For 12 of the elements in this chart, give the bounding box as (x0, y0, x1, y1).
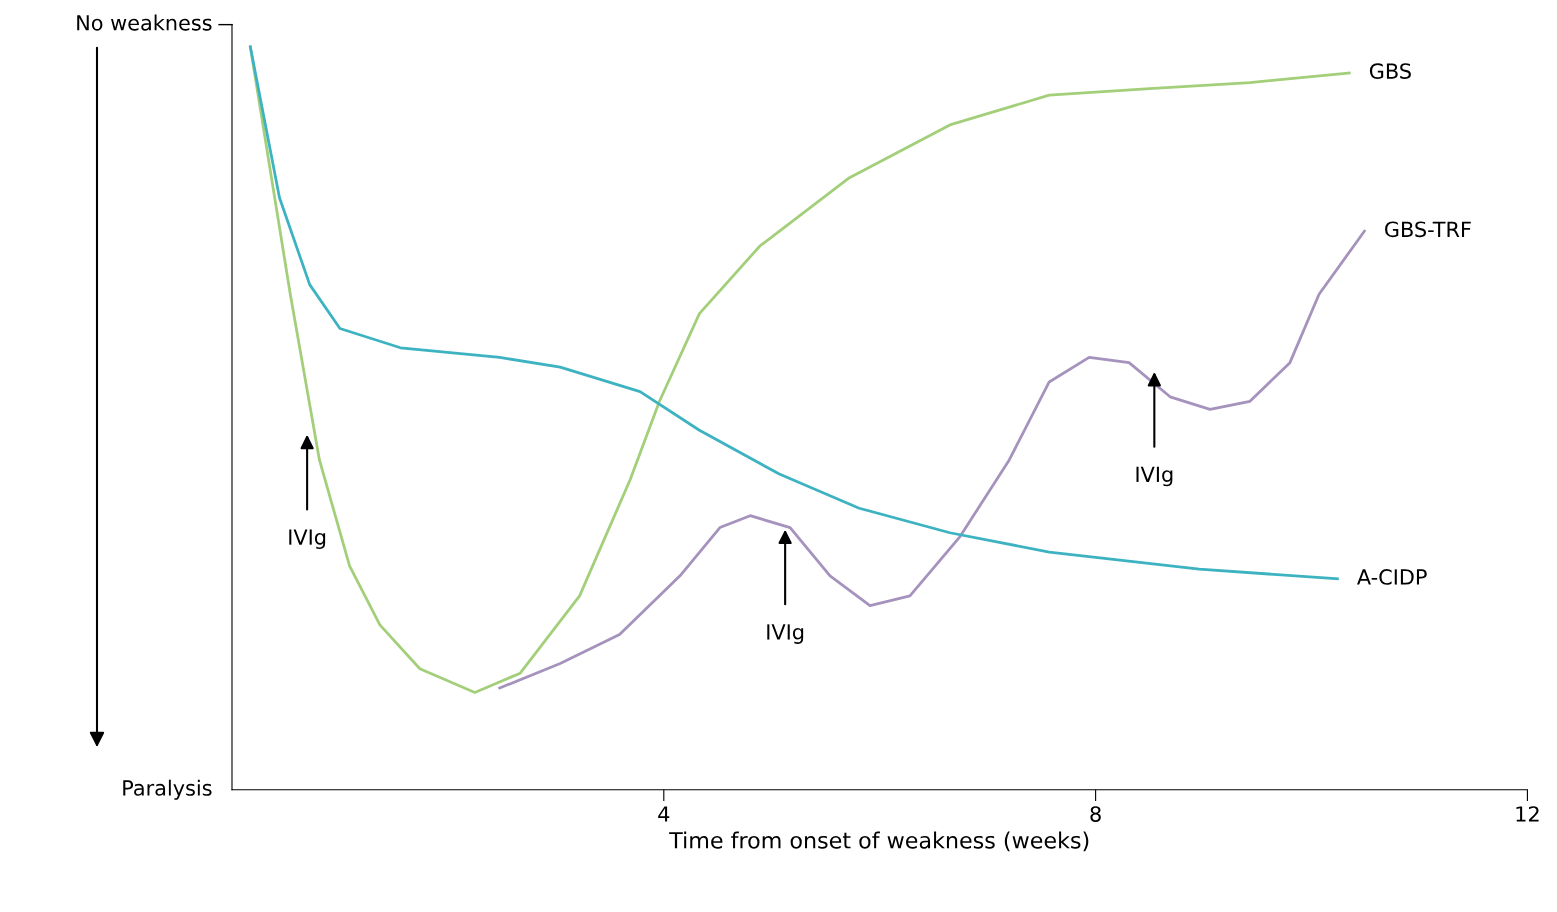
text: No weakness (77, 14, 212, 31)
x-axis-title: Time from onset of weakness (weeks) (669, 831, 1089, 852)
text: Paralysis (123, 779, 212, 800)
x-tick-label: 12 (1516, 806, 1539, 822)
series-label: GBS-TRF (1385, 221, 1471, 238)
annotation: IVIg (1136, 466, 1173, 487)
annotation: IVIg (767, 624, 804, 644)
x-tick-label: 4 (658, 806, 670, 822)
series-label: GBS (1369, 63, 1411, 79)
series-label: A-CIDP (1357, 569, 1427, 585)
annotation: IVIg (289, 529, 326, 549)
x-tick-label: 8 (1090, 806, 1101, 822)
